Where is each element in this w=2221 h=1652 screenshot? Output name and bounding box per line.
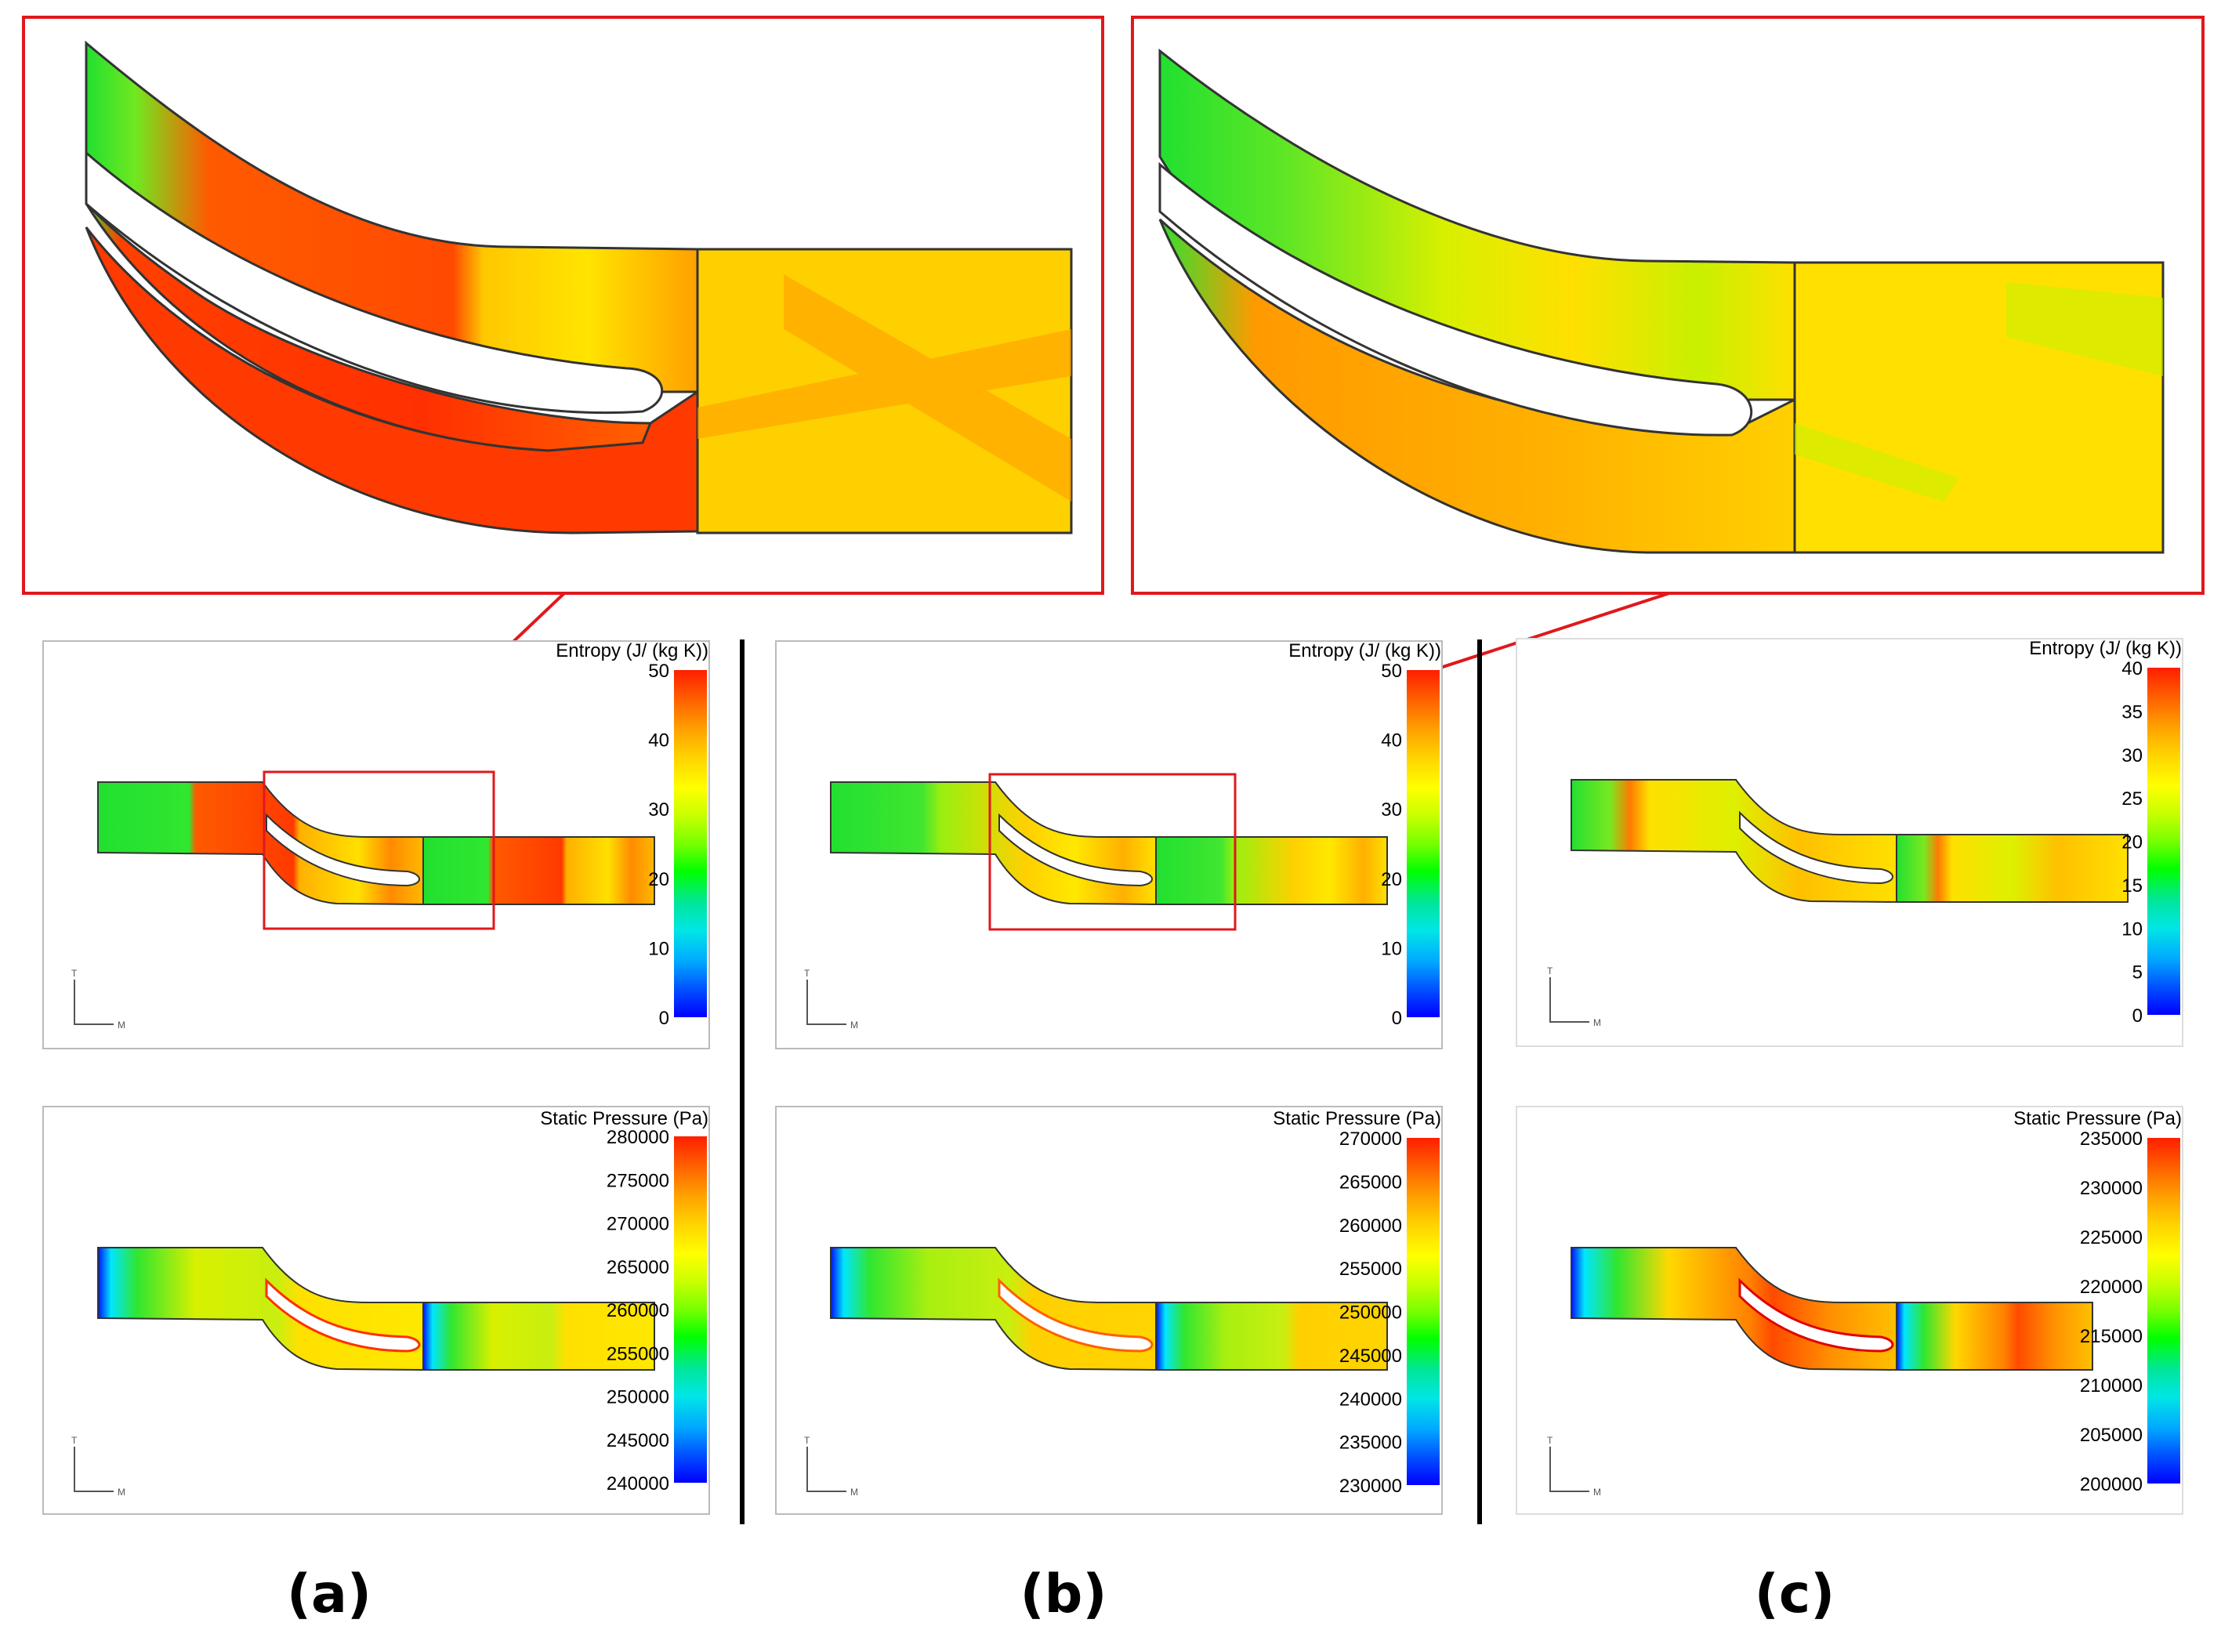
domain-pressure-c bbox=[1571, 1247, 2093, 1371]
colorbar-tick-pressure-0-1: 275000 bbox=[607, 1170, 669, 1191]
colorbar-tick-pressure-0-0: 280000 bbox=[607, 1127, 669, 1148]
domain-entropy-b bbox=[830, 781, 1388, 906]
colorbar-tick-entropy-0-2: 30 bbox=[648, 799, 669, 821]
colorbar-tick-pressure-1-7: 235000 bbox=[1339, 1433, 1402, 1454]
colorbar-tick-pressure-0-7: 245000 bbox=[607, 1430, 669, 1451]
colorbar-entropy-2 bbox=[2147, 668, 2180, 1015]
colorbar-tick-entropy-0-1: 40 bbox=[648, 730, 669, 752]
colorbar-tick-pressure-1-4: 250000 bbox=[1339, 1302, 1402, 1324]
colorbar-tick-pressure-2-3: 220000 bbox=[2080, 1277, 2143, 1298]
colorbar-tick-pressure-2-6: 205000 bbox=[2080, 1425, 2143, 1446]
domain-pressure-b bbox=[830, 1247, 1388, 1371]
zoom-inset-b bbox=[1131, 16, 2205, 595]
colorbar-tick-pressure-1-3: 255000 bbox=[1339, 1259, 1402, 1280]
colorbar-tick-entropy-1-1: 40 bbox=[1381, 730, 1402, 752]
colorbar-title-pressure-2: Static Pressure (Pa) bbox=[2013, 1108, 2182, 1129]
colorbar-tick-pressure-1-8: 230000 bbox=[1339, 1476, 1402, 1497]
axis-triad-pressure-a bbox=[74, 1447, 114, 1492]
axis-triad-pressure-b bbox=[806, 1447, 846, 1492]
colorbar-tick-pressure-0-5: 255000 bbox=[607, 1343, 669, 1364]
axis-triad-entropy-c bbox=[1549, 977, 1589, 1023]
colorbar-tick-entropy-1-4: 10 bbox=[1381, 938, 1402, 959]
colorbar-tick-pressure-1-6: 240000 bbox=[1339, 1389, 1402, 1410]
triad-label-vertical-4: T bbox=[1547, 965, 1553, 976]
domain-entropy-c bbox=[1571, 779, 2129, 904]
colorbar-tick-pressure-2-1: 230000 bbox=[2080, 1178, 2143, 1199]
colorbar-tick-entropy-0-3: 20 bbox=[648, 869, 669, 890]
panel-label-c: (c) bbox=[1754, 1563, 1835, 1625]
blade-b bbox=[1158, 161, 1753, 437]
colorbar-tick-entropy-1-3: 20 bbox=[1381, 869, 1402, 890]
colorbar-tick-pressure-2-2: 225000 bbox=[2080, 1227, 2143, 1248]
colorbar-entropy-1 bbox=[1407, 670, 1440, 1017]
colorbar-title-entropy-0: Entropy (J/ (kg K)) bbox=[556, 640, 708, 661]
colorbar-pressure-1 bbox=[1407, 1138, 1440, 1485]
axis-triad-pressure-c bbox=[1549, 1447, 1589, 1492]
zoom-box-a bbox=[263, 770, 495, 930]
outlet-streaks-a bbox=[697, 274, 1071, 502]
triad-label-horizontal-0: M bbox=[118, 1020, 125, 1031]
colorbar-pressure-2 bbox=[2147, 1138, 2180, 1484]
colorbar-tick-entropy-2-0: 40 bbox=[2121, 658, 2143, 679]
colorbar-tick-entropy-1-2: 30 bbox=[1381, 799, 1402, 821]
colorbar-title-pressure-0: Static Pressure (Pa) bbox=[540, 1108, 708, 1129]
triad-label-vertical-5: T bbox=[1547, 1435, 1553, 1446]
triad-label-vertical-2: T bbox=[804, 968, 810, 979]
colorbar-tick-entropy-2-1: 35 bbox=[2121, 701, 2143, 723]
colorbar-tick-entropy-2-2: 30 bbox=[2121, 745, 2143, 766]
colorbar-tick-entropy-0-5: 0 bbox=[659, 1008, 669, 1029]
colorbar-tick-pressure-1-1: 265000 bbox=[1339, 1172, 1402, 1193]
colorbar-tick-entropy-2-8: 0 bbox=[2132, 1005, 2143, 1027]
colorbar-tick-entropy-2-6: 10 bbox=[2121, 918, 2143, 940]
colorbar-tick-entropy-1-0: 50 bbox=[1381, 661, 1402, 682]
colorbar-entropy-0 bbox=[674, 670, 707, 1017]
zoom-inset-a bbox=[22, 16, 1104, 595]
colorbar-tick-pressure-0-6: 250000 bbox=[607, 1387, 669, 1408]
colorbar-tick-entropy-1-5: 0 bbox=[1392, 1008, 1402, 1029]
triad-label-horizontal-1: M bbox=[118, 1487, 125, 1498]
colorbar-tick-entropy-0-4: 10 bbox=[648, 938, 669, 959]
triad-label-vertical-1: T bbox=[71, 1435, 78, 1446]
axis-triad-entropy-a bbox=[74, 980, 114, 1025]
colorbar-pressure-0 bbox=[674, 1136, 707, 1483]
triad-label-horizontal-5: M bbox=[1593, 1487, 1601, 1498]
colorbar-title-pressure-1: Static Pressure (Pa) bbox=[1273, 1108, 1441, 1129]
colorbar-tick-pressure-1-2: 260000 bbox=[1339, 1215, 1402, 1237]
blade-a bbox=[85, 150, 664, 415]
colorbar-tick-entropy-2-4: 20 bbox=[2121, 832, 2143, 853]
triad-label-horizontal-2: M bbox=[850, 1020, 858, 1031]
colorbar-tick-pressure-2-0: 235000 bbox=[2080, 1129, 2143, 1150]
colorbar-tick-entropy-0-0: 50 bbox=[648, 661, 669, 682]
outlet-streaks-b bbox=[1795, 282, 2163, 502]
axis-triad-entropy-b bbox=[806, 980, 846, 1025]
colorbar-tick-pressure-0-3: 265000 bbox=[607, 1257, 669, 1278]
colorbar-tick-entropy-2-7: 5 bbox=[2132, 962, 2143, 984]
colorbar-title-entropy-2: Entropy (J/ (kg K)) bbox=[2029, 638, 2182, 659]
zoom-box-b bbox=[988, 773, 1237, 931]
colorbar-tick-entropy-2-5: 15 bbox=[2121, 875, 2143, 897]
triad-label-horizontal-3: M bbox=[850, 1487, 858, 1498]
colorbar-tick-pressure-0-4: 260000 bbox=[607, 1300, 669, 1321]
colorbar-title-entropy-1: Entropy (J/ (kg K)) bbox=[1288, 640, 1441, 661]
triad-label-horizontal-4: M bbox=[1593, 1017, 1601, 1028]
colorbar-tick-pressure-2-7: 200000 bbox=[2080, 1474, 2143, 1495]
panel-label-b: (b) bbox=[1020, 1563, 1107, 1625]
colorbar-tick-pressure-1-0: 270000 bbox=[1339, 1129, 1402, 1150]
passage-lower-a bbox=[85, 202, 653, 452]
triad-label-vertical-3: T bbox=[804, 1435, 810, 1446]
colorbar-tick-pressure-0-2: 270000 bbox=[607, 1214, 669, 1235]
domain-entropy-a bbox=[97, 781, 655, 906]
panel-label-a: (a) bbox=[286, 1563, 372, 1625]
colorbar-tick-pressure-2-4: 215000 bbox=[2080, 1326, 2143, 1347]
domain-pressure-a bbox=[97, 1247, 655, 1371]
colorbar-tick-pressure-0-8: 240000 bbox=[607, 1473, 669, 1494]
colorbar-tick-entropy-2-3: 25 bbox=[2121, 788, 2143, 810]
colorbar-tick-pressure-2-5: 210000 bbox=[2080, 1375, 2143, 1397]
triad-label-vertical-0: T bbox=[71, 968, 78, 979]
colorbar-tick-pressure-1-5: 245000 bbox=[1339, 1346, 1402, 1367]
